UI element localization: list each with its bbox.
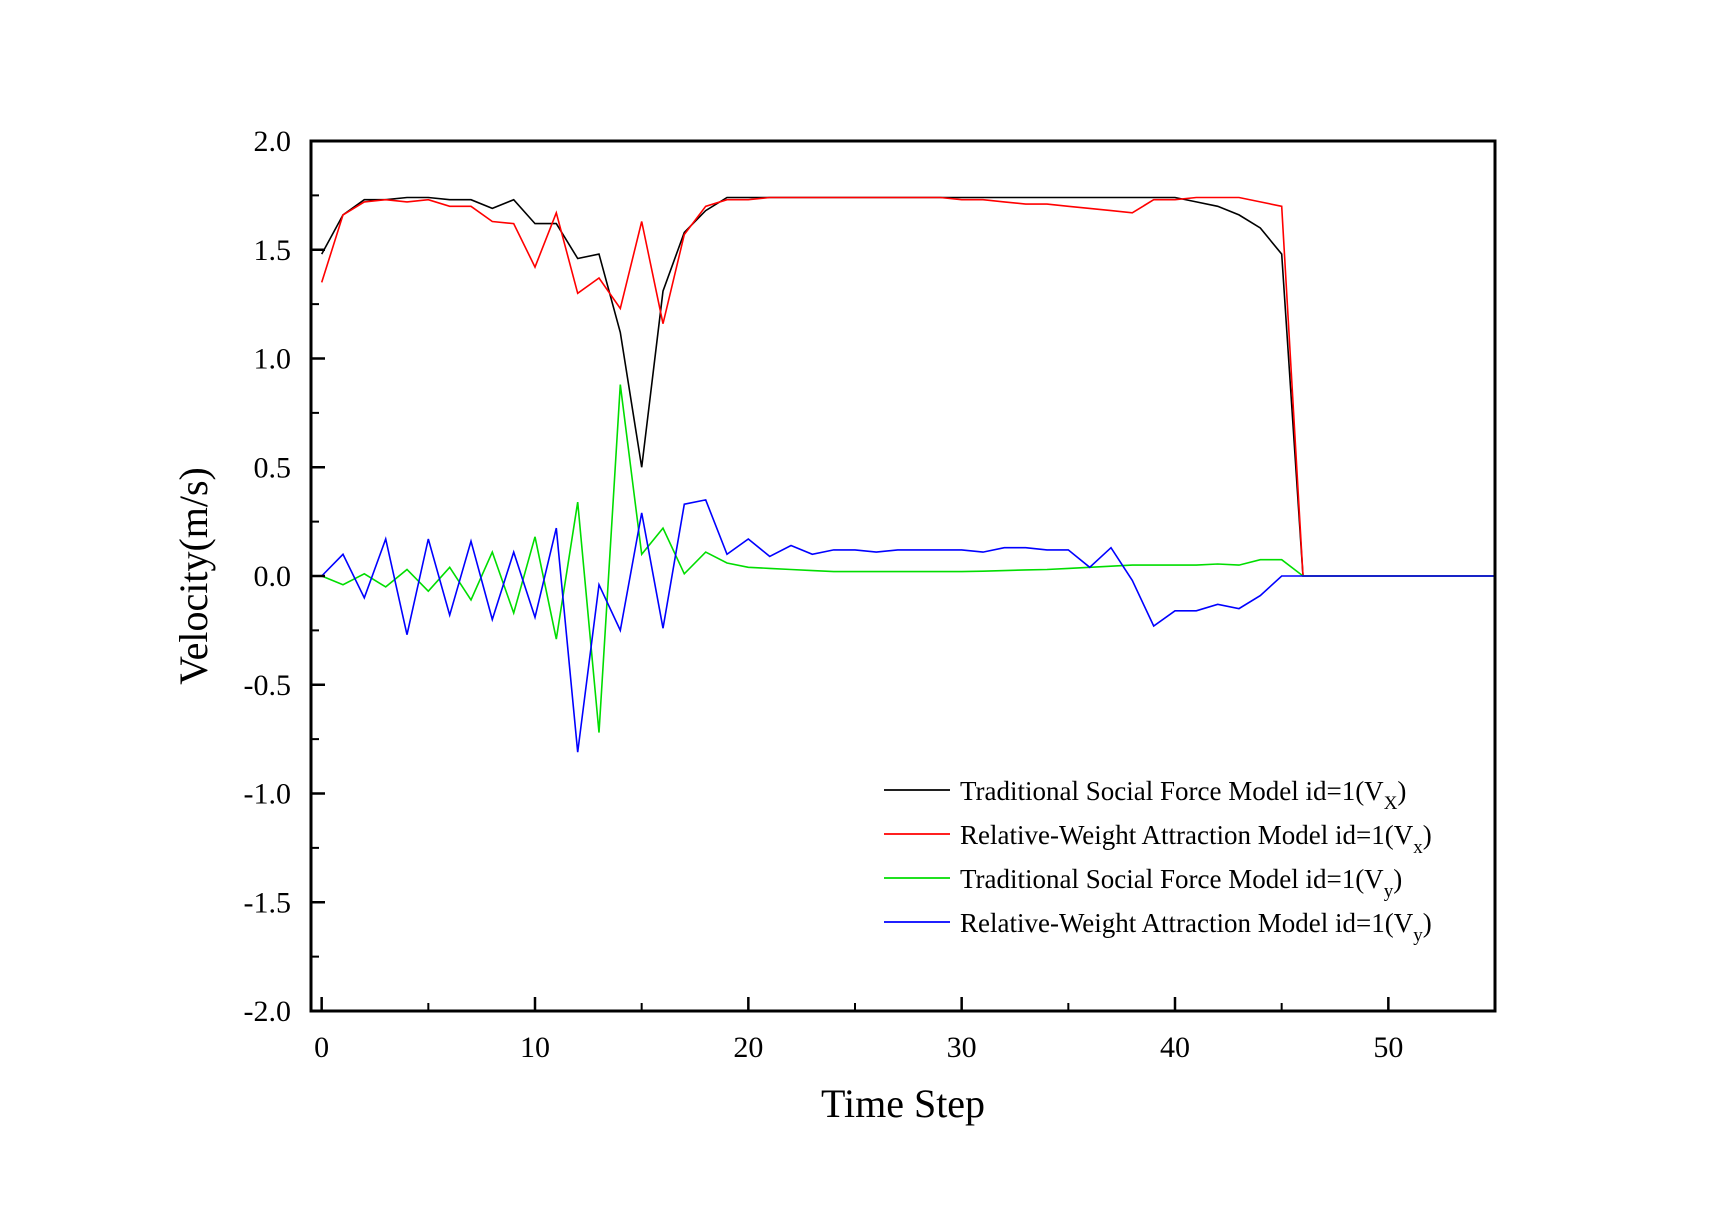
legend-label: Relative-Weight Attraction Model id=1(Vx…	[960, 820, 1432, 858]
series-line-tsf-vy	[321, 384, 1495, 733]
y-tick-label: 0.0	[254, 560, 292, 593]
x-axis-title: Time Step	[821, 1081, 985, 1126]
legend-entry-rwa-vy: Relative-Weight Attraction Model id=1(Vy…	[884, 908, 1432, 946]
x-tick-label: 10	[520, 1031, 550, 1064]
y-tick-label: -1.5	[244, 886, 292, 919]
y-tick-label: -1.0	[244, 778, 292, 811]
legend: Traditional Social Force Model id=1(VX) R…	[884, 776, 1432, 946]
series-line-rwa-vy	[321, 498, 1495, 753]
legend-label: Relative-Weight Attraction Model id=1(Vy…	[960, 908, 1432, 946]
y-tick-label: -2.0	[244, 995, 292, 1028]
y-tick-label: 2.0	[254, 125, 292, 158]
series-line-rwa-vx	[320, 196, 1495, 577]
y-axis-title: Velocity(m/s)	[171, 467, 216, 685]
legend-entry-tsf-vx: Traditional Social Force Model id=1(VX)	[884, 776, 1406, 814]
x-tick-label: 40	[1160, 1031, 1190, 1064]
y-tick-label: -0.5	[244, 669, 292, 702]
y-tick-label: 1.0	[254, 343, 292, 376]
x-tick-label: 20	[733, 1031, 763, 1064]
axes: 2.0 1.5 1.0 0.5 0.0 -0.5 -1.0 -1.5 -2.0 0 10 20 30 40…	[244, 125, 1497, 1064]
y-tick-label: 0.5	[254, 451, 292, 484]
x-tick-label: 30	[947, 1031, 977, 1064]
legend-label: Traditional Social Force Model id=1(VX)	[960, 776, 1406, 814]
legend-entry-tsf-vy: Traditional Social Force Model id=1(Vy)	[884, 864, 1402, 902]
legend-label: Traditional Social Force Model id=1(Vy)	[960, 864, 1402, 902]
legend-entry-rwa-vx: Relative-Weight Attraction Model id=1(Vx…	[884, 820, 1432, 858]
plot-area	[320, 196, 1495, 753]
x-tick-label: 50	[1373, 1031, 1403, 1064]
y-tick-label: 1.5	[254, 234, 292, 267]
x-tick-label: 0	[314, 1031, 329, 1064]
